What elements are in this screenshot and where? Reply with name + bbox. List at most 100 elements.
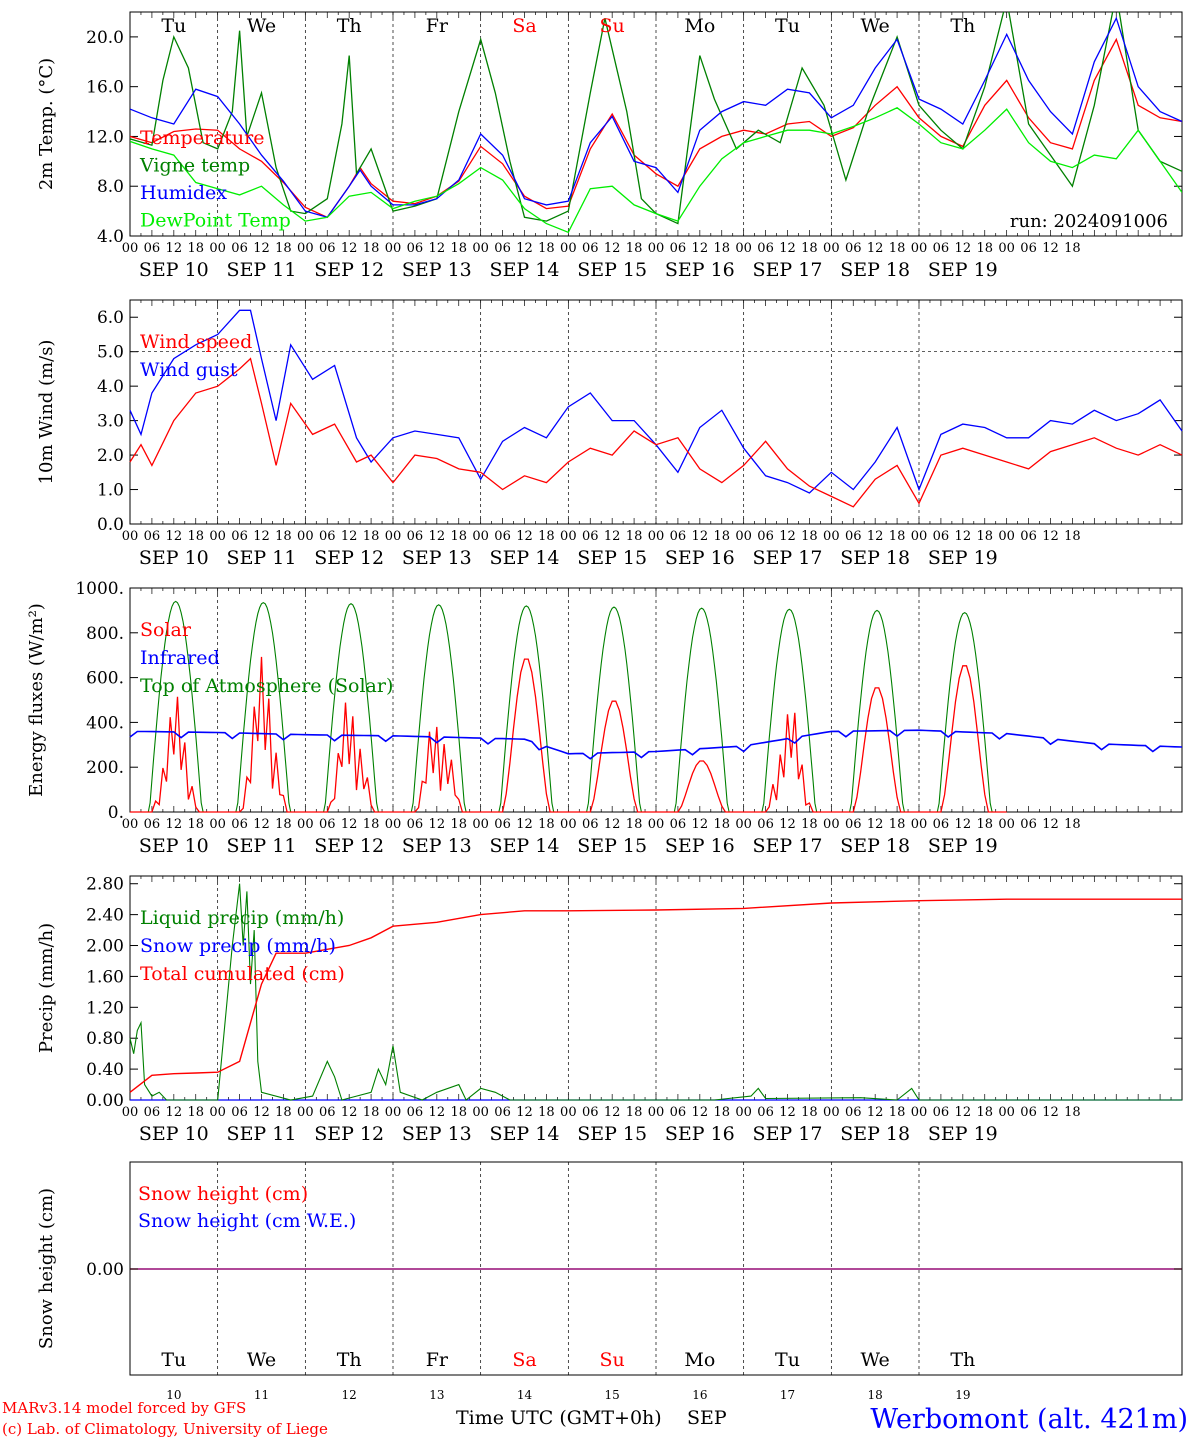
hour-tick-label: 18: [275, 241, 292, 256]
hour-tick-label: 12: [867, 529, 884, 544]
legend-entry: Total cumulated (cm): [140, 963, 345, 985]
hour-tick-label: 06: [582, 817, 599, 832]
y-tick-label: 2.00: [86, 937, 124, 957]
weekday-label: Th: [950, 1349, 975, 1371]
hour-tick-label: 18: [801, 529, 818, 544]
weekday-label: We: [247, 1349, 276, 1371]
hour-tick-label: 00: [209, 1105, 226, 1120]
month-label: SEP: [687, 1407, 727, 1429]
hour-tick-label: 12: [429, 241, 446, 256]
hour-tick-label: 00: [297, 529, 314, 544]
legend-entry: Top of Atmosphere (Solar): [140, 675, 393, 697]
y-tick-label: 1.60: [86, 967, 124, 987]
temperature-panel: 4.0 8.0 12.0 16.0 20.0 2m Temp. (°C) Tu We Th Fr S…: [36, 11, 1183, 281]
hour-tick-label: 00: [122, 529, 139, 544]
hour-tick-label: 00: [911, 817, 928, 832]
hour-tick-label: 12: [867, 817, 884, 832]
date-label: SEP 15: [577, 835, 647, 857]
date-label: SEP 10: [139, 835, 209, 857]
weekday-label: Th: [337, 15, 362, 37]
y-tick-label: 12.0: [86, 127, 124, 147]
weekday-label: Su: [600, 1349, 625, 1371]
weekday-label: Sa: [512, 15, 536, 37]
hour-tick-label: 12: [166, 817, 183, 832]
hour-tick-label: 12: [253, 241, 270, 256]
hour-tick-label: 12: [429, 1105, 446, 1120]
precip-panel: 0.00 0.40 0.80 1.20 1.60 2.00 2.40 2.80 Precip (…: [36, 875, 1183, 1145]
y-tick-label: 200.: [86, 758, 124, 778]
hour-tick-label: 00: [823, 241, 840, 256]
date-label: SEP 16: [665, 259, 735, 281]
hour-tick-label: 00: [648, 817, 665, 832]
weekday-label: Fr: [426, 1349, 449, 1371]
hour-tick-label: 18: [450, 529, 467, 544]
date-label: SEP 18: [840, 547, 910, 569]
hour-tick-label: 12: [1042, 1105, 1059, 1120]
hour-tick-label: 12: [955, 241, 972, 256]
hour-tick-label: 18: [801, 1105, 818, 1120]
weekday-label: We: [247, 15, 276, 37]
hour-tick-label: 00: [998, 529, 1015, 544]
hour-tick-label: 18: [1064, 241, 1081, 256]
hour-tick-label: 12: [779, 529, 796, 544]
legend-entry: Solar: [140, 619, 192, 641]
y-tick-label: 8.0: [97, 177, 124, 197]
hour-tick-label: 00: [560, 529, 577, 544]
series-line: [129, 357, 1183, 508]
hour-tick-label: 06: [670, 817, 687, 832]
hour-tick-label: 12: [779, 817, 796, 832]
legend-entry: Temperature: [140, 127, 264, 149]
series-line: [130, 107, 1182, 234]
hour-tick-label: 00: [297, 817, 314, 832]
hour-tick-label: 18: [1064, 1105, 1081, 1120]
day-number: 14: [517, 1388, 533, 1402]
hour-tick-label: 18: [1064, 529, 1081, 544]
hour-tick-label: 00: [823, 529, 840, 544]
hour-tick-label: 18: [363, 1105, 380, 1120]
y-tick-label: 4.0: [97, 227, 124, 247]
weekday-label: Tu: [775, 15, 800, 37]
hour-tick-label: 00: [823, 817, 840, 832]
date-label: SEP 12: [314, 1123, 384, 1145]
solar-line: [130, 656, 1007, 813]
hour-tick-label: 00: [209, 529, 226, 544]
hour-tick-label: 06: [933, 817, 950, 832]
hour-tick-label: 06: [1020, 241, 1037, 256]
hour-tick-label: 12: [604, 241, 621, 256]
hour-tick-label: 12: [253, 529, 270, 544]
hour-tick-label: 06: [757, 529, 774, 544]
hour-tick-label: 00: [998, 1105, 1015, 1120]
hour-tick-label: 12: [955, 817, 972, 832]
hour-tick-label: 06: [144, 529, 161, 544]
y-tick-label: 0.: [108, 803, 124, 823]
hour-tick-label: 00: [472, 817, 489, 832]
hour-tick-label: 06: [582, 1105, 599, 1120]
date-label: SEP 15: [577, 547, 647, 569]
y-tick-label: 6.0: [97, 308, 124, 328]
hour-tick-label: 12: [1042, 529, 1059, 544]
hour-tick-label: 12: [604, 1105, 621, 1120]
hour-tick-label: 06: [407, 1105, 424, 1120]
hour-tick-label: 00: [735, 1105, 752, 1120]
station-title: Werbomont (alt. 421m): [870, 1404, 1188, 1435]
hour-tick-label: 12: [779, 1105, 796, 1120]
hour-tick-label: 06: [494, 529, 511, 544]
y-tick-label: 0.80: [86, 1029, 124, 1049]
y-tick-label: 2.80: [86, 875, 124, 895]
hour-tick-label: 18: [713, 241, 730, 256]
hour-tick-label: 06: [670, 1105, 687, 1120]
y-tick-label: 600.: [86, 669, 124, 689]
date-label: SEP 15: [577, 1123, 647, 1145]
hour-tick-label: 00: [122, 241, 139, 256]
hour-tick-label: 00: [648, 529, 665, 544]
weekday-label: Tu: [775, 1349, 800, 1371]
y-axis-label: Precip (mm/h): [36, 923, 57, 1053]
lab-credit: (c) Lab. of Climatology, University of L…: [2, 1420, 328, 1438]
hour-tick-label: 00: [998, 817, 1015, 832]
temperature-series: [130, 12, 1182, 234]
date-label: SEP 10: [139, 547, 209, 569]
hour-tick-label: 06: [933, 1105, 950, 1120]
hour-tick-label: 06: [757, 817, 774, 832]
y-axis-label: Energy fluxes (W/m²): [26, 603, 47, 797]
hour-tick-label: 12: [429, 817, 446, 832]
